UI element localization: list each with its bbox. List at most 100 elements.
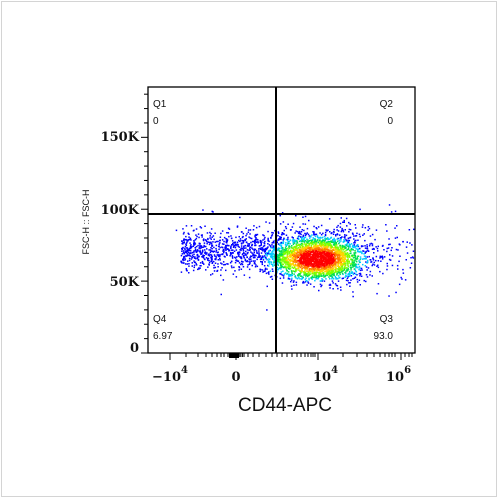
scatter-point <box>309 242 311 245</box>
scatter-point <box>255 237 257 239</box>
scatter-point <box>311 258 314 260</box>
scatter-point <box>236 256 238 258</box>
scatter-point <box>323 251 326 253</box>
scatter-point <box>298 262 301 265</box>
scatter-point <box>348 231 350 233</box>
scatter-point <box>319 257 322 260</box>
scatter-point <box>315 272 317 274</box>
scatter-point <box>371 233 374 236</box>
scatter-point <box>268 258 271 261</box>
scatter-point <box>206 248 208 250</box>
scatter-point <box>386 250 388 253</box>
scatter-point <box>221 263 223 265</box>
scatter-point <box>203 263 205 265</box>
scatter-point <box>220 274 222 277</box>
scatter-point <box>207 241 209 243</box>
scatter-point <box>327 268 329 271</box>
scatter-point <box>263 244 266 247</box>
scatter-point <box>313 276 315 278</box>
scatter-point <box>200 227 203 229</box>
scatter-point <box>346 283 348 286</box>
scatter-point <box>284 258 286 261</box>
scatter-point <box>308 263 310 266</box>
scatter-point <box>282 257 284 260</box>
scatter-point <box>253 249 255 252</box>
scatter-point <box>325 241 328 243</box>
scatter-point <box>336 226 338 228</box>
scatter-point <box>340 238 342 241</box>
scatter-point <box>307 266 310 268</box>
scatter-point <box>248 263 251 265</box>
scatter-point <box>197 244 199 247</box>
scatter-point <box>277 268 280 270</box>
scatter-point <box>316 246 319 249</box>
scatter-point <box>287 238 289 240</box>
scatter-point <box>300 231 303 233</box>
scatter-point <box>266 285 268 288</box>
scatter-point <box>233 266 235 269</box>
scatter-point <box>304 268 306 271</box>
scatter-point <box>314 242 316 245</box>
scatter-point <box>297 254 300 256</box>
scatter-point <box>192 269 195 272</box>
scatter-point <box>337 260 340 262</box>
scatter-point <box>246 256 248 259</box>
scatter-point <box>323 273 325 275</box>
scatter-point <box>304 234 307 237</box>
scatter-point <box>284 247 287 249</box>
scatter-point <box>381 245 384 247</box>
scatter-point <box>241 247 244 250</box>
scatter-point <box>362 250 364 252</box>
scatter-point <box>350 272 353 274</box>
scatter-point <box>304 215 307 218</box>
scatter-point <box>306 259 308 262</box>
scatter-point <box>264 270 266 272</box>
scatter-point <box>366 244 368 246</box>
scatter-point <box>274 229 276 232</box>
scatter-point <box>305 277 307 279</box>
quadrant-q2-name: Q2 <box>380 99 394 110</box>
scatter-point <box>368 245 371 247</box>
scatter-point <box>238 239 240 242</box>
scatter-point <box>327 229 329 231</box>
scatter-point <box>326 255 328 257</box>
scatter-point <box>294 247 297 249</box>
scatter-point <box>350 248 353 251</box>
scatter-point <box>288 263 290 265</box>
scatter-point <box>317 254 320 257</box>
scatter-point <box>367 226 370 228</box>
scatter-point <box>301 239 303 241</box>
scatter-point <box>245 250 247 253</box>
scatter-point <box>283 237 285 240</box>
scatter-point <box>207 237 209 240</box>
scatter-point <box>315 254 318 256</box>
scatter-point <box>189 246 192 248</box>
scatter-point <box>366 262 368 264</box>
scatter-point <box>332 264 334 266</box>
scatter-point <box>205 257 208 259</box>
scatter-point <box>280 245 283 247</box>
scatter-point <box>337 250 339 253</box>
scatter-point <box>270 253 272 255</box>
scatter-point <box>288 278 291 280</box>
scatter-point <box>267 240 269 242</box>
scatter-point <box>267 264 269 267</box>
scatter-point <box>327 257 330 259</box>
scatter-point <box>316 269 319 272</box>
scatter-point <box>188 248 190 251</box>
scatter-point <box>246 260 249 262</box>
scatter-point <box>299 278 301 280</box>
scatter-point <box>297 267 300 270</box>
scatter-point <box>262 250 264 252</box>
scatter-point <box>345 263 347 265</box>
scatter-point <box>356 281 359 283</box>
scatter-point <box>291 260 294 263</box>
scatter-point <box>290 254 292 256</box>
scatter-point <box>369 259 371 261</box>
scatter-point <box>350 269 352 271</box>
scatter-point <box>248 276 251 279</box>
scatter-point <box>323 254 325 256</box>
scatter-point <box>347 274 349 276</box>
quadrant-q4-name: Q4 <box>153 314 167 325</box>
scatter-point <box>287 242 290 245</box>
